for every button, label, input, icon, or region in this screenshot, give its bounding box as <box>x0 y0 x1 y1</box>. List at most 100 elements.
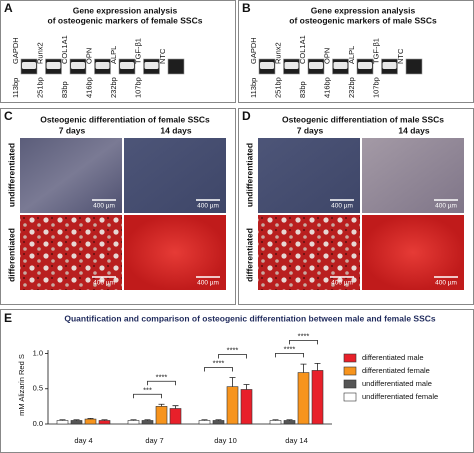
panel-title: Gene expression analysis <box>73 5 178 15</box>
band-size: 251bp <box>273 77 282 98</box>
scale-label: 400 µm <box>331 203 353 210</box>
significance-label: **** <box>284 344 296 353</box>
band-size: 107bp <box>371 77 380 98</box>
band-size: 232bp <box>109 77 118 98</box>
bar <box>283 420 296 425</box>
legend-swatch <box>343 379 357 389</box>
gel-band <box>46 62 61 69</box>
y-tick-label: 0.0 <box>33 419 43 428</box>
bar <box>240 389 253 425</box>
bar <box>311 370 324 425</box>
gel-band <box>333 62 348 69</box>
panel-title: Gene expression analysis <box>311 5 416 15</box>
legend-label: differentiated male <box>362 353 424 362</box>
error-bar <box>172 405 179 409</box>
panel-title: Osteogenic differentiation of female SSC… <box>40 114 210 124</box>
gel-band <box>22 62 36 69</box>
error-bar <box>87 417 94 420</box>
row-label: differentiated <box>244 228 254 282</box>
scale-label: 400 µm <box>197 280 219 287</box>
significance-label: **** <box>227 345 239 354</box>
gel-band <box>358 62 372 69</box>
legend-label: differentiated female <box>362 366 430 375</box>
row-label: undifferentiated <box>6 143 16 207</box>
bar <box>226 386 239 425</box>
chart-title: Quantification and comparison of osteoge… <box>64 313 436 323</box>
gel-lane <box>167 58 185 75</box>
x-tick-label: day 14 <box>285 436 308 445</box>
error-bar <box>314 362 321 371</box>
scale-label: 400 µm <box>331 280 353 287</box>
column-label: 7 days <box>59 125 86 135</box>
panel-label: B <box>242 1 251 15</box>
error-bar <box>229 377 236 387</box>
band-size: 232bp <box>347 77 356 98</box>
legend-swatch <box>343 366 357 376</box>
gel-band <box>71 62 85 69</box>
bar <box>98 420 111 425</box>
gene-label: TGF-β1 <box>133 38 142 64</box>
significance-label: **** <box>213 358 225 367</box>
bar <box>198 420 211 425</box>
panel-subtitle: of osteogenic markers of male SSCs <box>289 15 437 25</box>
gene-label: Runx2 <box>35 42 44 64</box>
gel-band <box>309 62 323 69</box>
gene-label: ALPL <box>109 46 118 64</box>
bar <box>56 420 69 425</box>
error-bar <box>158 403 165 407</box>
y-tick-label: 1.0 <box>33 349 43 358</box>
x-tick-label: day 7 <box>145 436 163 445</box>
gel-band <box>95 62 110 69</box>
band-size: 83bp <box>298 81 307 98</box>
legend-label: undifferentiated male <box>362 379 432 388</box>
bar <box>169 408 182 425</box>
bar <box>127 420 140 425</box>
scale-label: 400 µm <box>197 203 219 210</box>
column-label: 14 days <box>160 125 191 135</box>
significance-label: **** <box>298 331 310 340</box>
significance-bracket <box>204 367 233 372</box>
panel-title: Osteogenic differentiation of male SSCs <box>282 114 444 124</box>
band-size: 113bp <box>249 78 258 98</box>
scale-label: 400 µm <box>435 280 457 287</box>
band-size: 107bp <box>133 77 142 98</box>
y-tick-label: 0.5 <box>33 384 43 393</box>
x-tick-label: day 4 <box>74 436 92 445</box>
bar <box>70 420 83 425</box>
row-label: undifferentiated <box>244 143 254 207</box>
gel-lane <box>405 58 423 75</box>
error-bar <box>130 419 137 421</box>
significance-bracket <box>275 352 304 358</box>
error-bar <box>243 384 250 390</box>
significance-label: *** <box>143 385 152 394</box>
significance-bracket <box>133 393 162 399</box>
legend-label: undifferentiated female <box>362 392 438 401</box>
error-bar <box>286 419 293 421</box>
error-bar <box>272 419 279 421</box>
gene-label: NTC <box>396 48 405 64</box>
gel-band <box>144 62 159 69</box>
y-axis-label: mM Alizarin Red S <box>17 354 26 416</box>
row-label: differentiated <box>6 228 16 282</box>
gel-band <box>382 62 397 69</box>
bar <box>141 420 154 425</box>
gene-label: COL1A1 <box>298 35 307 64</box>
panel-label: A <box>4 1 13 15</box>
panel-label: C <box>4 109 13 123</box>
scale-label: 400 µm <box>93 203 115 210</box>
bar <box>297 372 310 425</box>
column-label: 7 days <box>297 125 324 135</box>
scale-label: 400 µm <box>435 203 457 210</box>
gene-label: OPN <box>322 48 331 64</box>
error-bar <box>201 419 208 421</box>
gene-label: ALPL <box>347 46 356 64</box>
band-size: 113bp <box>11 78 20 98</box>
panel-frame <box>0 0 236 103</box>
error-bar <box>144 419 151 421</box>
gel-band <box>260 62 274 69</box>
error-bar <box>59 419 66 421</box>
gene-label: TGF-β1 <box>371 38 380 64</box>
significance-label: **** <box>156 372 168 381</box>
bar <box>212 420 225 425</box>
